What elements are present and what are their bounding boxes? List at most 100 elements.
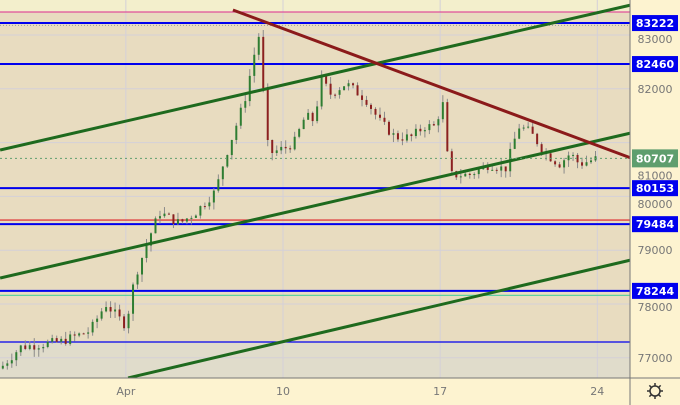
candle-body <box>24 345 27 349</box>
price-tick-label: 82000 <box>638 83 673 96</box>
candle-body <box>576 154 579 163</box>
candle-body <box>522 127 525 129</box>
candle-body <box>468 173 471 176</box>
candle-body <box>19 345 22 353</box>
level-price-badge <box>632 180 678 197</box>
candle-body <box>284 146 287 149</box>
candle-body <box>55 338 58 342</box>
level-price-badge <box>632 56 678 73</box>
candle-body <box>167 213 170 215</box>
candle-body <box>289 148 292 150</box>
candle-body <box>536 133 539 145</box>
candle-body <box>60 338 63 342</box>
candle-body <box>334 94 337 96</box>
candle-body <box>378 114 381 118</box>
candle-body <box>356 85 359 96</box>
candle-body <box>262 36 265 89</box>
candle-body <box>446 102 449 152</box>
candle-body <box>302 119 305 130</box>
candle-body <box>540 144 543 153</box>
candle-body <box>194 215 197 218</box>
candle-body <box>572 154 575 156</box>
level-price-label: 79484 <box>636 218 675 231</box>
price-tick-label: 81000 <box>638 169 673 182</box>
candle-body <box>248 75 251 102</box>
candle-body <box>347 83 350 87</box>
gear-tooth <box>648 384 652 388</box>
candle-body <box>257 36 260 55</box>
candle-body <box>221 166 224 180</box>
candle-body <box>42 347 45 349</box>
candle-body <box>504 166 507 172</box>
candle-body <box>549 153 552 162</box>
price-tick-label: 79000 <box>638 244 673 257</box>
time-tick-label: 10 <box>276 385 290 398</box>
upper-zone <box>0 0 630 12</box>
candle-body <box>230 139 233 156</box>
candle-body <box>450 151 453 172</box>
candle-body <box>33 345 36 350</box>
candle-body <box>253 54 256 76</box>
candle-body <box>226 155 229 167</box>
candle-body <box>581 162 584 166</box>
price-tick-label: 80000 <box>638 198 673 211</box>
settings-gear-icon[interactable] <box>647 383 663 399</box>
candle-body <box>37 348 40 350</box>
candle-body <box>181 219 184 222</box>
candle-body <box>567 155 570 161</box>
price-tick-label: 78000 <box>638 301 673 314</box>
candle-body <box>320 74 323 107</box>
candle-body <box>311 112 314 122</box>
candle-body <box>154 218 157 234</box>
candle-body <box>343 86 346 91</box>
level-price-label: 82460 <box>636 58 675 71</box>
price-tick-label: 77000 <box>638 352 673 365</box>
candle-body <box>414 128 417 137</box>
candle-body <box>190 217 193 219</box>
candle-body <box>208 202 211 207</box>
candle-body <box>585 162 588 166</box>
candle-body <box>141 257 144 275</box>
candle-body <box>401 139 404 141</box>
candle-body <box>136 274 139 285</box>
candle-body <box>96 318 99 322</box>
candle-body <box>329 83 332 95</box>
candle-body <box>419 128 422 132</box>
candle-body <box>118 309 121 317</box>
candle-body <box>387 121 390 135</box>
candle-body <box>563 160 566 168</box>
candle-body <box>275 150 278 154</box>
candle-body <box>374 108 377 115</box>
trend-line <box>0 3 632 152</box>
candle-body <box>293 136 296 150</box>
candle-body <box>132 284 135 314</box>
candle-body <box>114 309 117 312</box>
candle-body <box>199 206 202 216</box>
candle-body <box>370 104 373 109</box>
candle-body <box>495 169 498 171</box>
candle-body <box>590 160 593 163</box>
candle-body <box>459 176 462 178</box>
candle-body <box>325 74 328 84</box>
candle-body <box>365 99 368 105</box>
time-tick-label: Apr <box>116 385 136 398</box>
candle-body <box>280 146 283 151</box>
time-tick-label: 24 <box>590 385 604 398</box>
candle-body <box>518 128 521 139</box>
candle-body <box>352 83 355 86</box>
candle-body <box>1 365 4 369</box>
last-price-badge <box>632 149 678 168</box>
candle-body <box>473 174 476 176</box>
candle-body <box>158 216 161 219</box>
candle-body <box>10 360 13 364</box>
candle-body <box>271 140 274 154</box>
gear-tooth <box>648 394 652 398</box>
candle-body <box>105 307 108 312</box>
level-price-badge <box>632 282 678 299</box>
trend-line <box>232 8 632 160</box>
candle-body <box>405 134 408 141</box>
candle-body <box>396 133 399 140</box>
candle-body <box>69 334 72 344</box>
